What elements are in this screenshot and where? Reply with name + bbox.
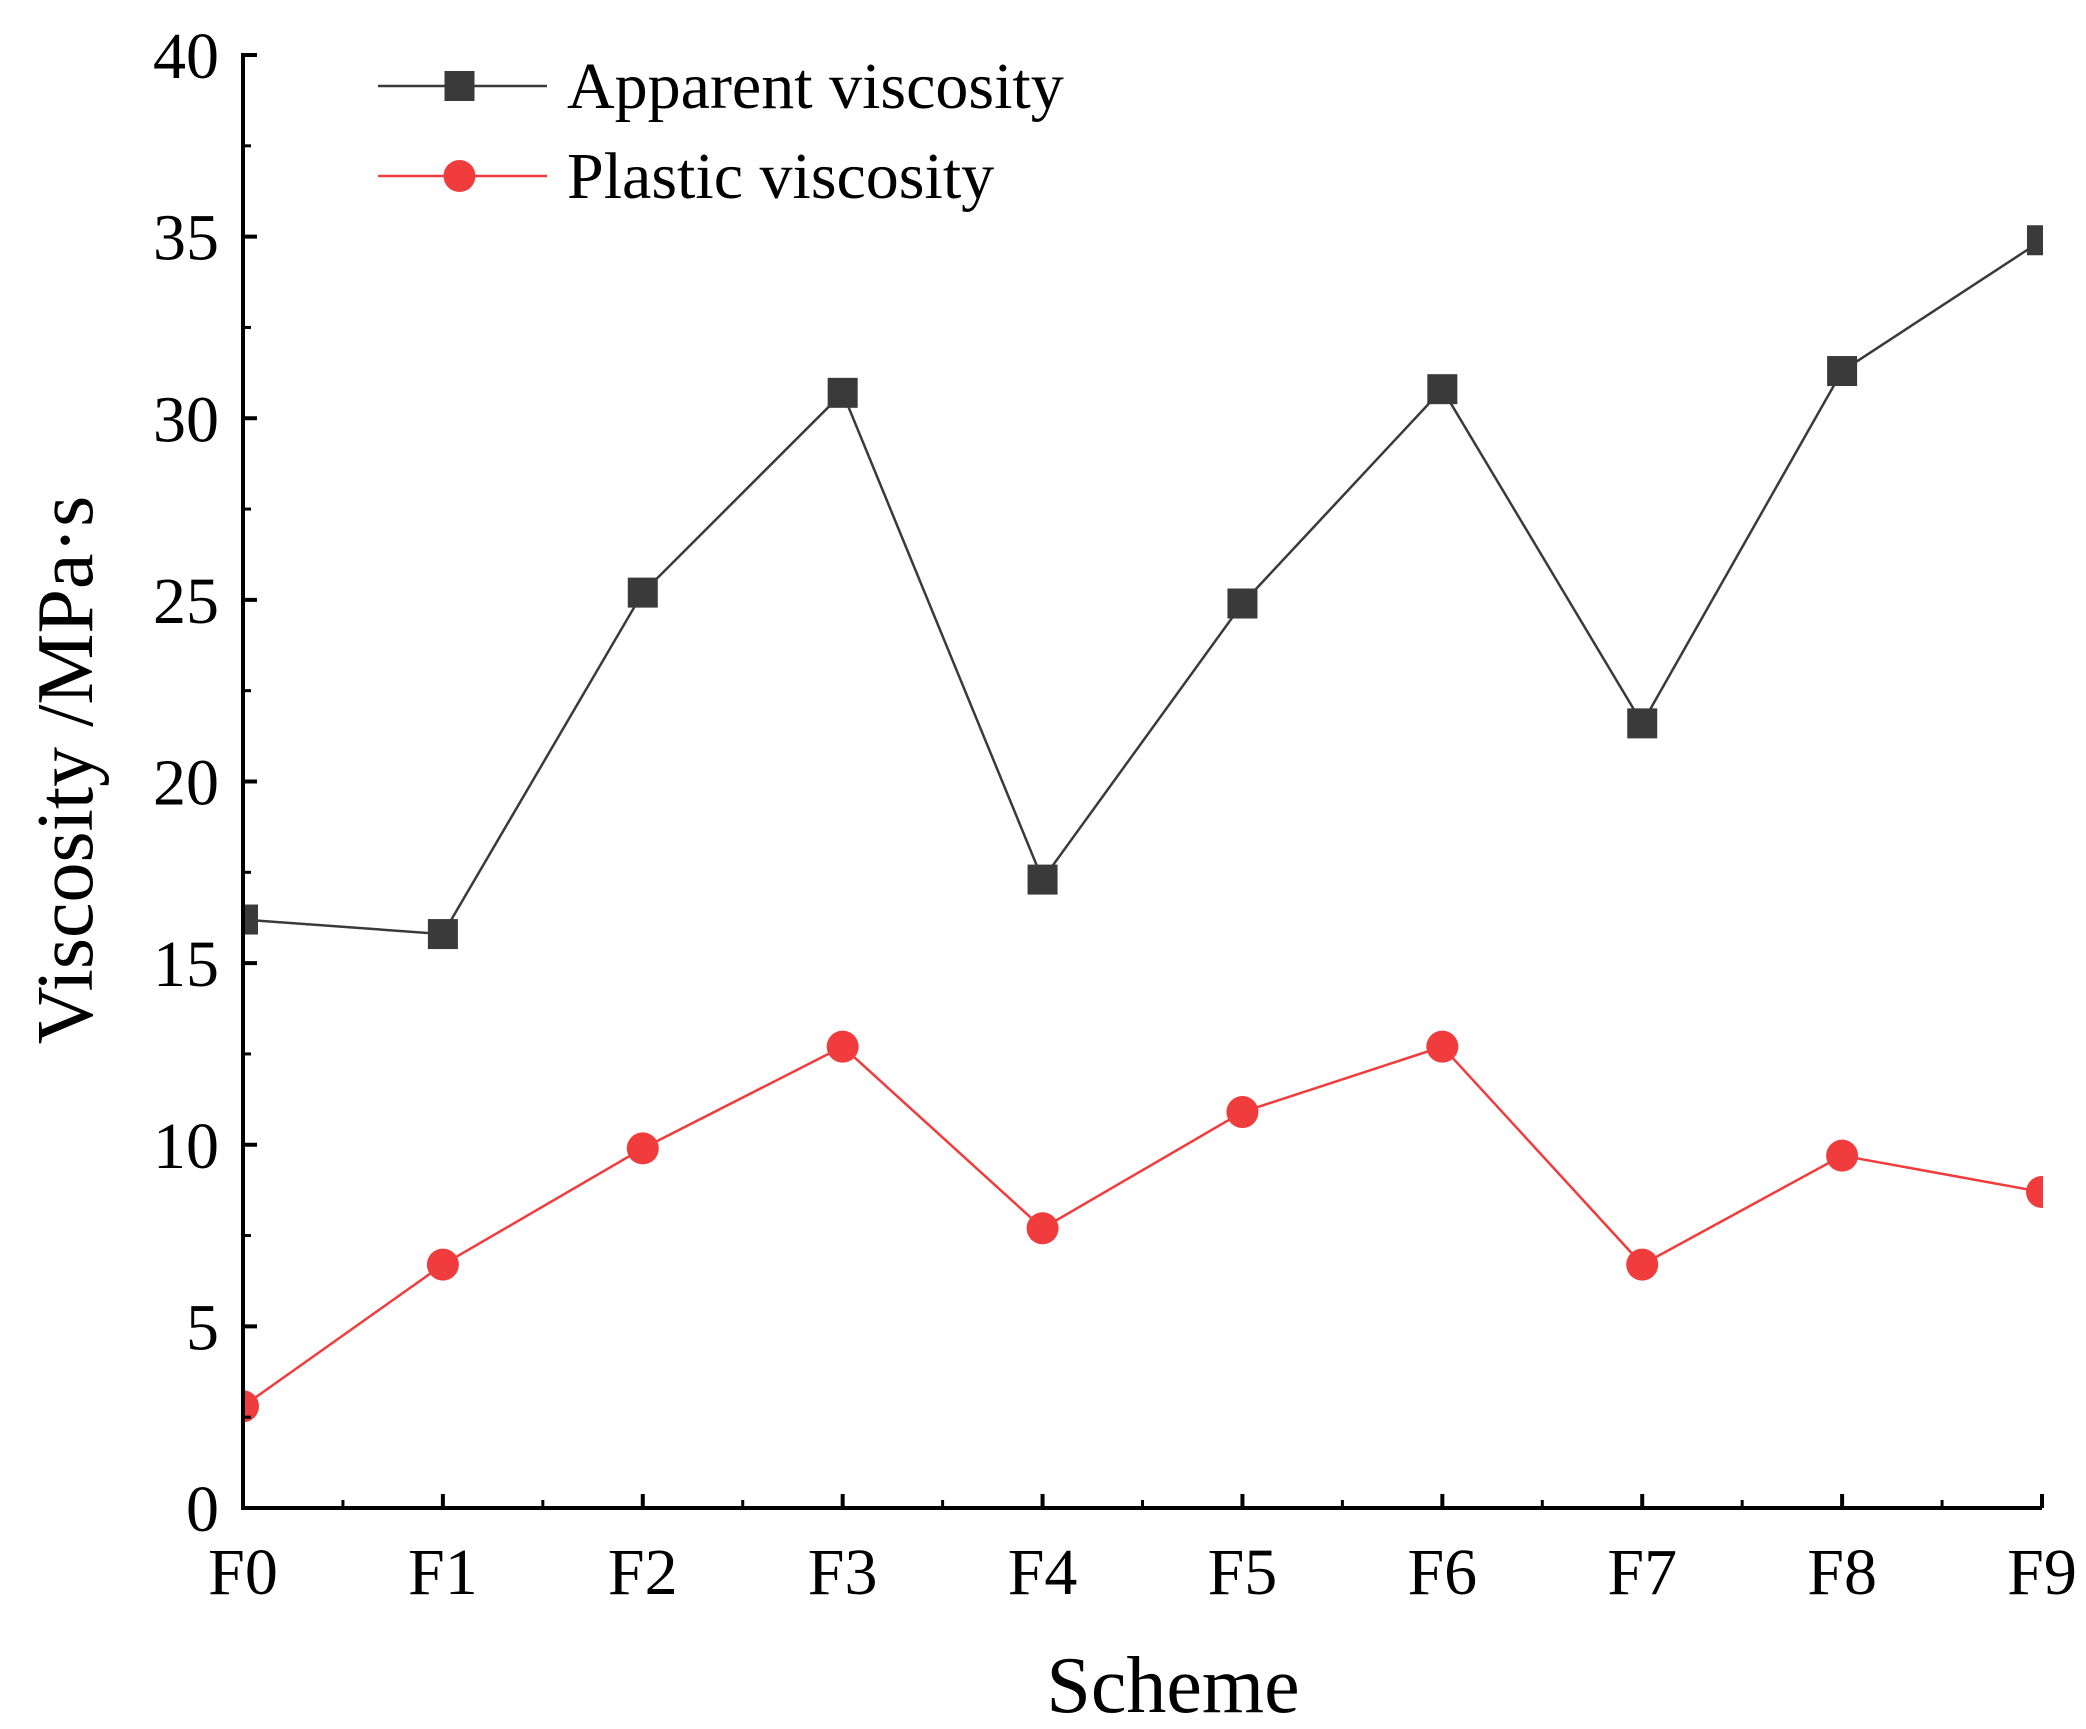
y-tick-label: 20 (153, 747, 219, 820)
plastic-viscosity-point-f6 (1426, 1030, 1459, 1063)
legend-marker-plastic-viscosity (443, 160, 476, 192)
x-tick-label-f5: F5 (1208, 1536, 1278, 1609)
x-tick-label-f2: F2 (608, 1536, 678, 1609)
y-axis-title: Viscosity /MPa·s (22, 496, 110, 1045)
x-tick-label-f8: F8 (1807, 1536, 1877, 1609)
legend-label-plastic-viscosity: Plastic viscosity (567, 140, 994, 213)
apparent-viscosity-point-f6 (1427, 374, 1458, 405)
plastic-viscosity-point-f4 (1026, 1212, 1059, 1245)
x-tick-label-f1: F1 (408, 1536, 478, 1609)
legend: Apparent viscosity Plastic viscosity (378, 50, 1064, 213)
x-tick-label-f7: F7 (1607, 1536, 1677, 1609)
legend-label-apparent-viscosity: Apparent viscosity (567, 50, 1064, 123)
x-tick-label-f6: F6 (1407, 1536, 1477, 1609)
y-tick-label: 5 (186, 1291, 219, 1364)
x-tick-label-f0: F0 (208, 1536, 278, 1609)
y-tick-label: 0 (186, 1473, 219, 1546)
plot-area (243, 225, 2043, 1423)
plastic-viscosity-point-f2 (626, 1132, 659, 1165)
apparent-viscosity-point-f1 (427, 919, 458, 950)
apparent-viscosity-point-f8 (1827, 356, 1858, 387)
x-axis-title: Scheme (1046, 1642, 1299, 1729)
y-tick-label: 35 (153, 202, 219, 275)
axes: 0 5 10 15 20 25 30 35 40 F0 F1 F2 F3 F4 F5 F6 F7 F8 F9 (153, 20, 2077, 1609)
x-tick-label-f3: F3 (808, 1536, 878, 1609)
plastic-viscosity-point-f0 (243, 1390, 259, 1423)
apparent-viscosity-point-f2 (627, 577, 658, 608)
y-tick-label: 10 (153, 1110, 219, 1183)
plastic-viscosity-line (243, 1045, 2043, 1408)
apparent-viscosity-point-f0 (243, 904, 258, 935)
apparent-viscosity-point-f5 (1227, 588, 1258, 619)
y-tick-label: 15 (153, 928, 219, 1001)
plastic-viscosity-point-f3 (826, 1030, 859, 1063)
plastic-viscosity-point-f1 (426, 1248, 459, 1281)
plastic-viscosity-point-f8 (1826, 1139, 1859, 1172)
apparent-viscosity-line (243, 239, 2043, 936)
apparent-viscosity-point-f4 (1027, 864, 1058, 895)
plastic-viscosity-point-f7 (1626, 1248, 1659, 1281)
x-tick-label-f4: F4 (1008, 1536, 1078, 1609)
y-tick-label: 25 (153, 565, 219, 638)
apparent-viscosity-point-f7 (1627, 708, 1658, 739)
y-tick-label: 40 (153, 20, 219, 93)
apparent-viscosity-point-f3 (827, 377, 858, 408)
apparent-viscosity-point-f9 (2027, 225, 2043, 256)
x-tick-label-f9: F9 (2007, 1536, 2077, 1609)
plastic-viscosity-point-f5 (1226, 1096, 1259, 1129)
legend-marker-apparent-viscosity (444, 71, 475, 101)
y-tick-label: 30 (153, 383, 219, 456)
plastic-viscosity-point-f9 (2026, 1175, 2043, 1208)
